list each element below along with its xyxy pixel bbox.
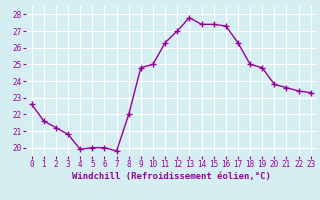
X-axis label: Windchill (Refroidissement éolien,°C): Windchill (Refroidissement éolien,°C) bbox=[72, 172, 271, 181]
